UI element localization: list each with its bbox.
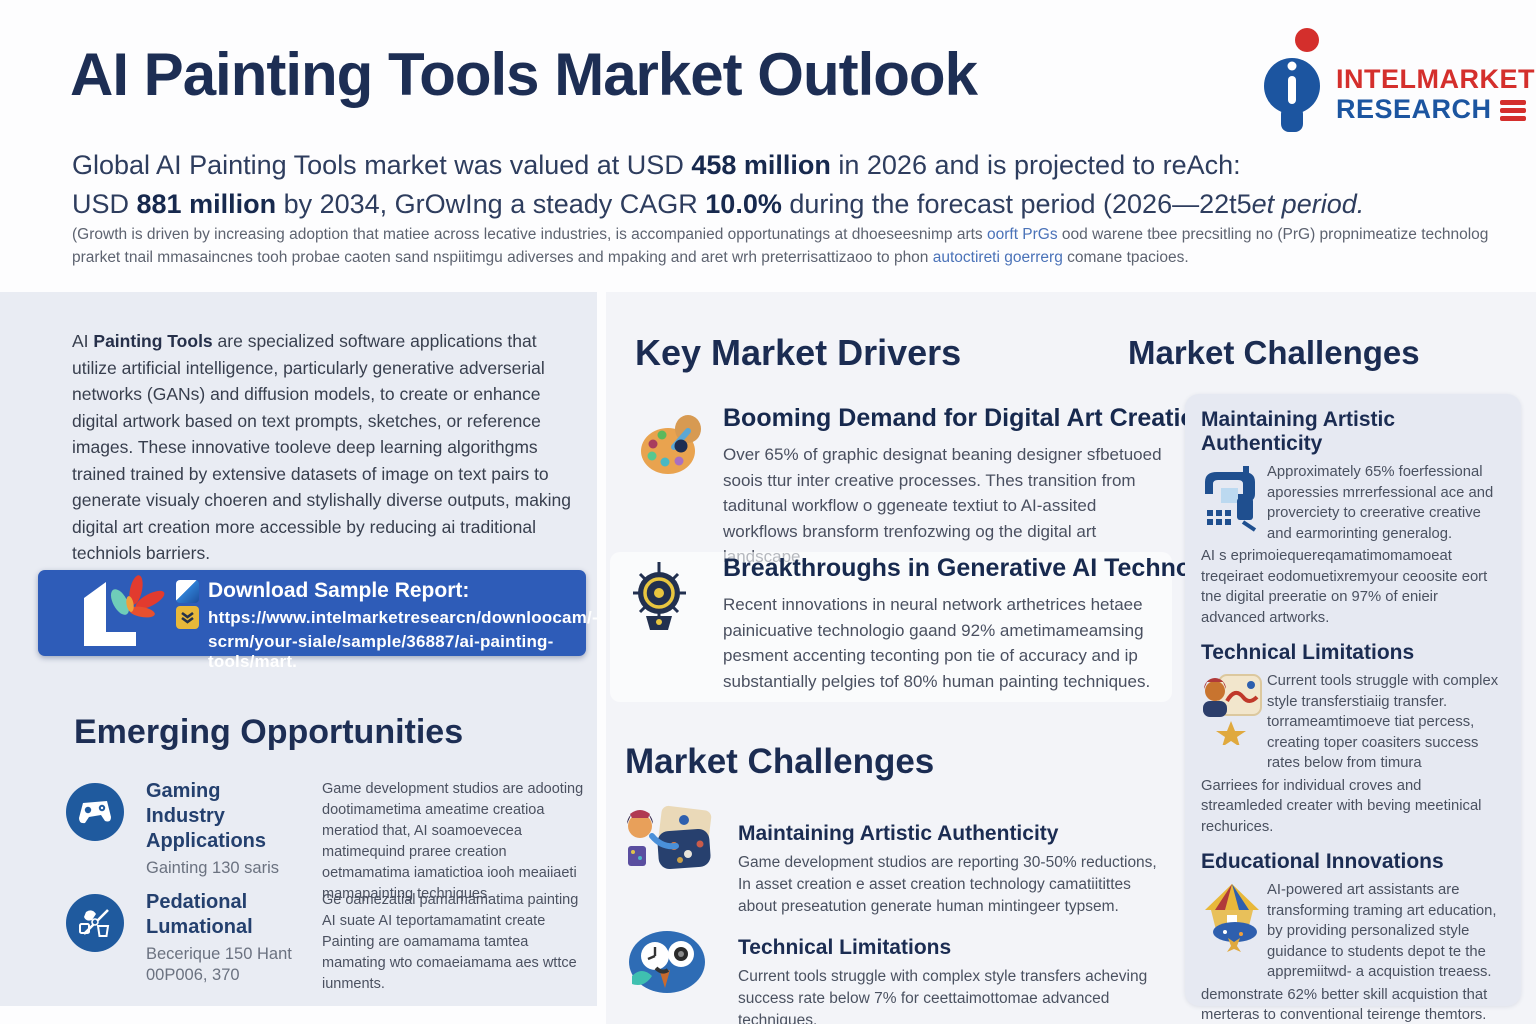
- download-icon: [176, 606, 199, 629]
- driver-card-background: [610, 552, 1172, 702]
- gamepad-icon: [66, 783, 124, 841]
- main-content: Key Market Drivers Booming Demand for Di…: [600, 292, 1536, 1024]
- left-panel: AI Painting Tools are specialized softwa…: [0, 292, 598, 1006]
- opportunity-title: Gaming Industry Applications: [146, 780, 267, 852]
- logo-text: INTELMARKET RESEARCH: [1336, 64, 1535, 124]
- driver-title: Breakthroughs in Generative AI Technolog…: [723, 554, 1243, 582]
- printer-icon: [1201, 462, 1267, 544]
- framed-art-icon: [1201, 671, 1267, 774]
- cagr-value: 10.0%: [705, 189, 782, 219]
- challenges-right-heading: Market Challenges: [1128, 334, 1420, 371]
- about-bold: Painting Tools: [93, 331, 213, 351]
- challenge-section-technical: Technical Limitations Curren: [1201, 641, 1505, 837]
- logo-line2: RESEARCH: [1336, 94, 1492, 124]
- challenges-card: Maintaining Artistic Authenticity: [1185, 394, 1521, 1023]
- value-2034: 881 million: [136, 189, 277, 219]
- about-paragraph: AI Painting Tools are specialized softwa…: [72, 331, 572, 563]
- challenge-body-full: Garriees for individual croves and strea…: [1201, 777, 1482, 835]
- driver-body: Over 65% of graphic designat beaning des…: [723, 445, 1162, 566]
- challenge-body: Game development studios are reporting 3…: [738, 854, 1157, 915]
- palette-icon: [641, 415, 701, 474]
- challenges-mid-heading: Market Challenges: [625, 742, 935, 781]
- challenge-title: Technical Limitations: [1201, 641, 1415, 664]
- challenge-body-side: Approximately 65% foerfessional aporessi…: [1267, 464, 1494, 542]
- intro-summary: Global AI Painting Tools market was valu…: [72, 146, 1472, 224]
- logo-line1: INTELMARKET: [1336, 64, 1535, 94]
- challenge-body-full: AI s eprimoiequereqamatimomamoeat treqei…: [1201, 548, 1488, 626]
- opportunity-body: Ge oamezatial pamamamatima painting AI s…: [322, 892, 579, 992]
- opportunity-subtitle: Gainting 130 saris: [146, 859, 279, 877]
- download-text-block: Download Sample Report: https://www.inte…: [176, 579, 598, 672]
- report-logo-icon: [84, 575, 165, 646]
- challenge-title: Technical Limitations: [738, 936, 952, 959]
- menu-bars-icon: [1499, 97, 1526, 124]
- logo-bulb-icon: [1264, 28, 1320, 132]
- column-divider: [597, 292, 606, 1024]
- intro-line2: USD 881 million by 2034, GrOwIng a stead…: [72, 189, 1365, 219]
- download-url-line1[interactable]: https://www.intelmarketresearcn/downlooc…: [208, 607, 598, 627]
- artist-collage-icon: [627, 805, 712, 870]
- paint-tools-icon: [66, 894, 124, 952]
- driver-title: Booming Demand for Digital Art Creation: [723, 404, 1211, 432]
- challenge-title: Educational Innovations: [1201, 850, 1444, 873]
- compass-icon: [633, 562, 686, 630]
- fineprint-paragraph: (Growth is driven by increasing adoption…: [72, 226, 1489, 266]
- challenge-body-full: demonstrate 62% better skill acquistion …: [1201, 986, 1488, 1024]
- opportunity-body: Game development studios are adooting do…: [322, 781, 584, 902]
- opportunity-item-gaming: Gaming Industry Applications Gainting 13…: [66, 779, 586, 905]
- value-2026: 458 million: [691, 150, 831, 180]
- challenge-section-authenticity: Maintaining Artistic Authenticity: [1201, 408, 1505, 628]
- drivers-heading: Key Market Drivers: [635, 332, 962, 373]
- challenge-body: Current tools struggle with complex styl…: [738, 968, 1148, 1024]
- opportunities-heading: Emerging Opportunities: [74, 713, 464, 751]
- challenge-title: Maintaining Artistic Authenticity: [1201, 408, 1396, 455]
- page-title: AI Painting Tools Market Outlook: [70, 41, 978, 108]
- tent-icon: [1201, 880, 1267, 983]
- link-icon: [176, 579, 199, 603]
- opportunity-title: Pedational Lumational: [146, 891, 253, 938]
- goggles-icon: [629, 931, 705, 993]
- challenge-title: Maintaining Artistic Authenticity: [738, 822, 1059, 845]
- challenge-section-educational: Educational Innovations: [1201, 850, 1505, 1024]
- challenge-body-side: Current tools struggle with complex styl…: [1267, 673, 1499, 771]
- driver-body: Recent innovations in neural network art…: [723, 595, 1151, 691]
- download-label: Download Sample Report:: [208, 579, 470, 602]
- challenge-body-side: AI-powered art assistants are transformi…: [1267, 882, 1497, 980]
- opportunity-subtitle: Becerique 150 Hant 00P006, 370: [146, 945, 292, 984]
- download-url-line2[interactable]: scrm/your-siale/sample/36887/ai-painting…: [208, 632, 554, 671]
- company-logo: INTELMARKET RESEARCH: [1258, 26, 1534, 146]
- opportunity-item-educational: Pedational Lumational Becerique 150 Hant…: [66, 890, 586, 995]
- download-sample-box[interactable]: Download Sample Report: https://www.inte…: [38, 570, 598, 671]
- intro-line1: Global AI Painting Tools market was valu…: [72, 150, 1241, 180]
